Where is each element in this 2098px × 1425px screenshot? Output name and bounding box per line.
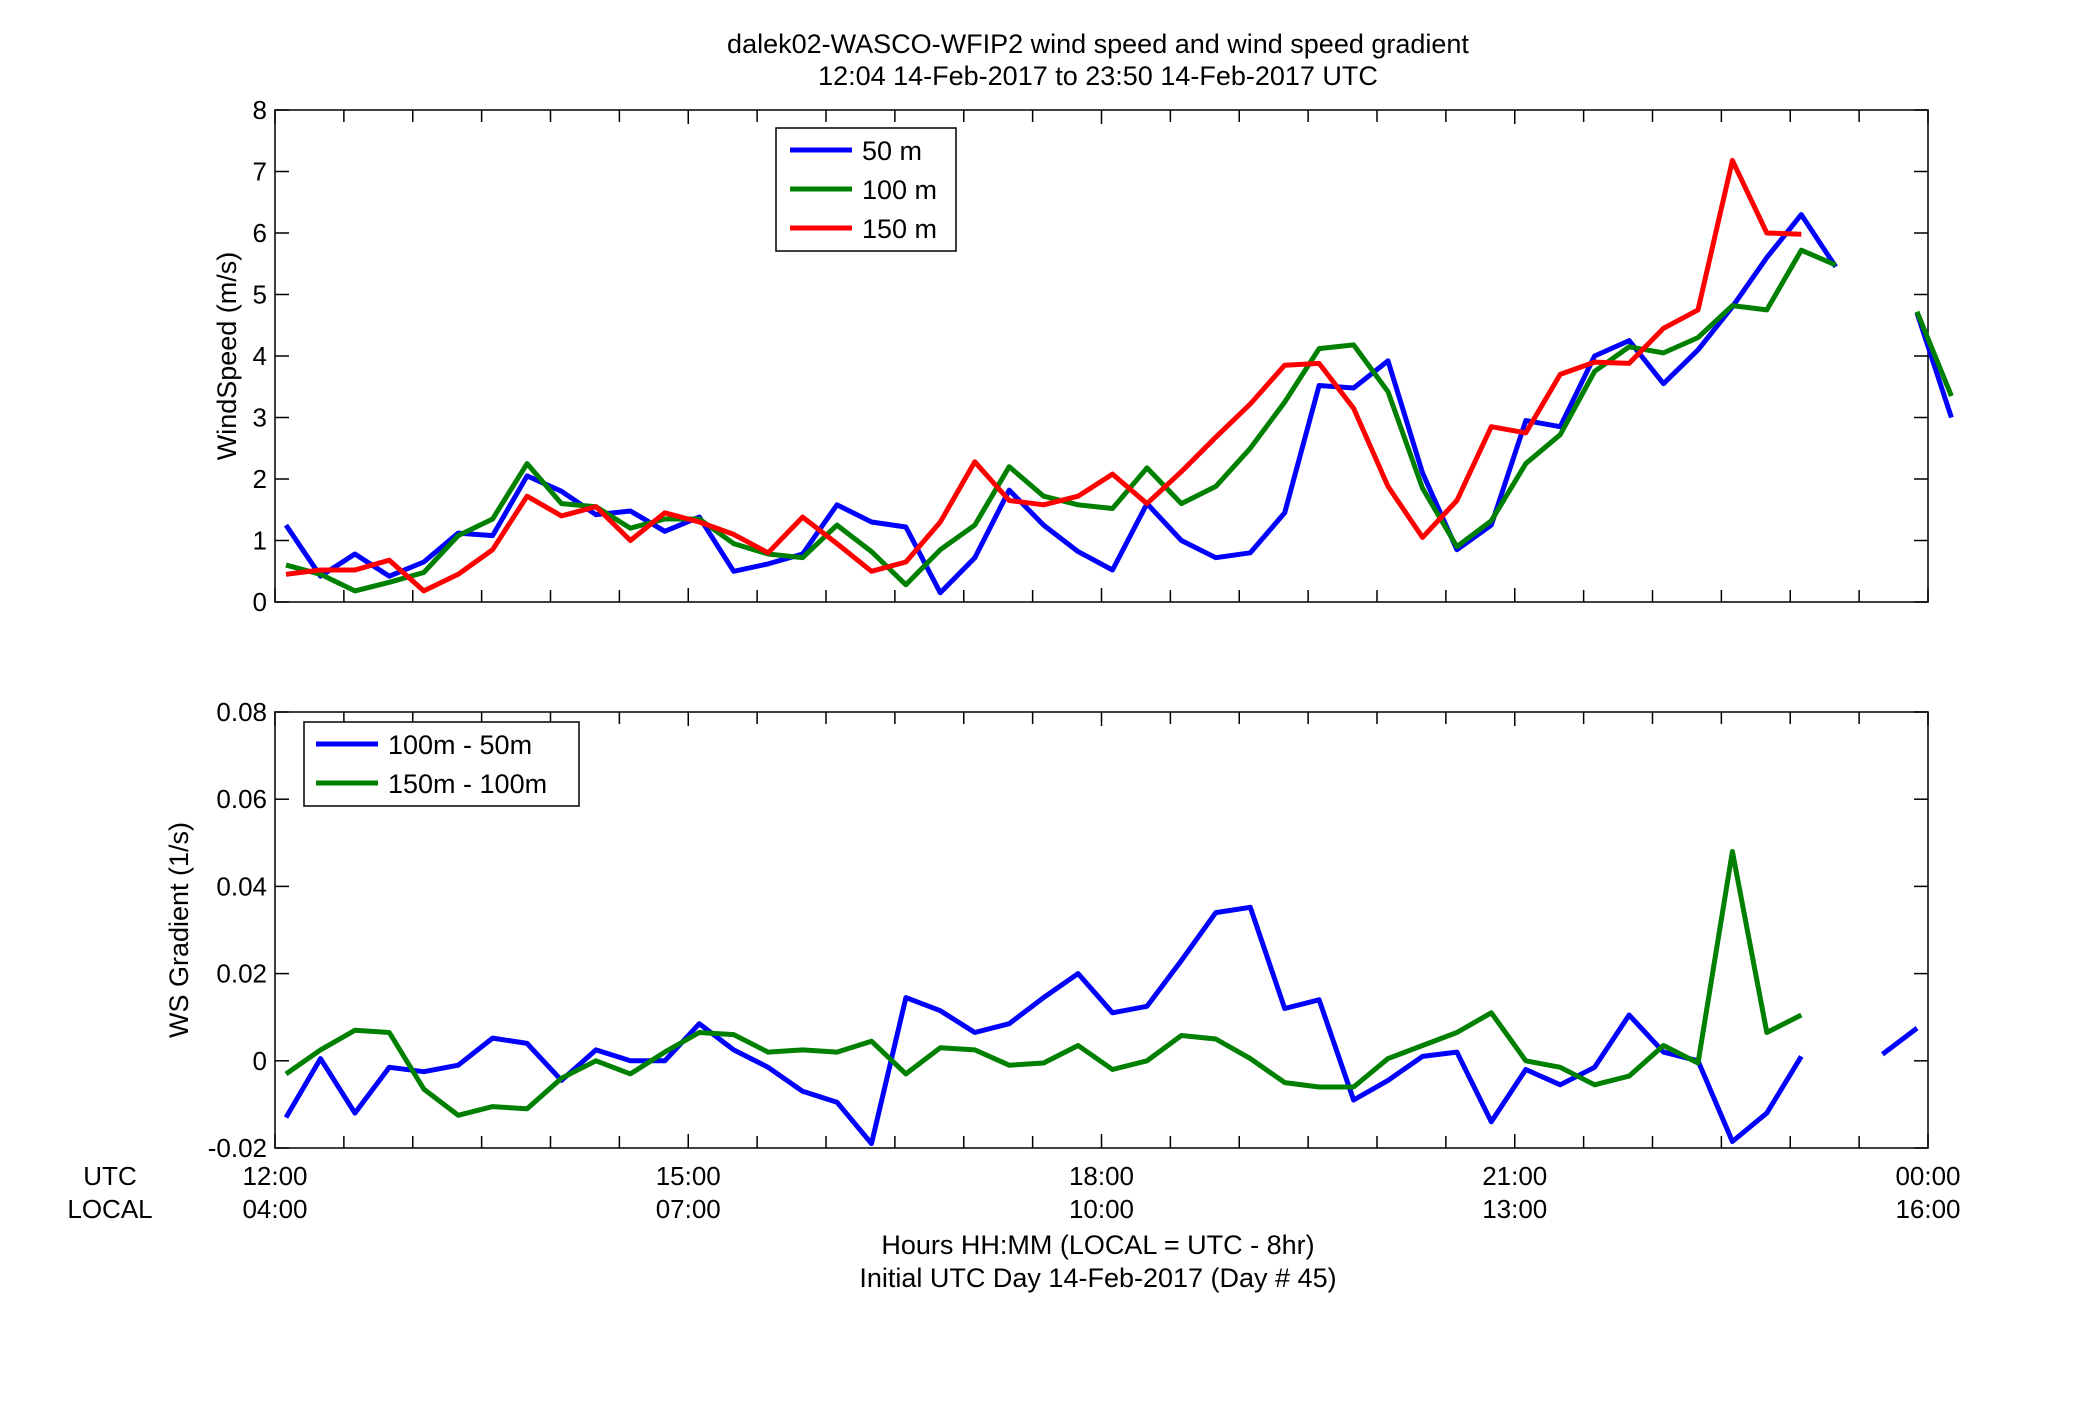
wind-speed-ytick-label: 4 xyxy=(253,341,267,371)
wind-speed-legend-label: 100 m xyxy=(862,175,937,205)
local-tick-label: 13:00 xyxy=(1482,1194,1547,1224)
local-tick-label: 04:00 xyxy=(242,1194,307,1224)
wind-speed-series-150-m xyxy=(285,157,1802,594)
gradient-ytick-label: 0 xyxy=(253,1046,267,1076)
gradient-ylabel: WS Gradient (1/s) xyxy=(164,822,194,1038)
wind-speed-ytick-label: 0 xyxy=(253,587,267,617)
wind-speed-ytick-label: 8 xyxy=(253,95,267,125)
wind-speed-ytick-label: 6 xyxy=(253,218,267,248)
gradient-ytick-label: -0.02 xyxy=(208,1133,267,1163)
wind-speed-ylabel: WindSpeed (m/s) xyxy=(212,252,242,461)
local-row-label: LOCAL xyxy=(67,1194,152,1224)
gradient-legend: 100m - 50m 150m - 100m xyxy=(303,721,580,807)
wind-speed-ytick-label: 3 xyxy=(253,403,267,433)
utc-tick-label: 15:00 xyxy=(656,1161,721,1191)
wind-speed-ytick-label: 1 xyxy=(253,526,267,556)
local-tick-label: 10:00 xyxy=(1069,1194,1134,1224)
local-tick-label: 07:00 xyxy=(656,1194,721,1224)
utc-tick-label: 21:00 xyxy=(1482,1161,1547,1191)
wind-speed-legend-label: 150 m xyxy=(862,214,937,244)
xlabel-line-1: Hours HH:MM (LOCAL = UTC - 8hr) xyxy=(881,1230,1314,1260)
chart-title-line-2: 12:04 14-Feb-2017 to 23:50 14-Feb-2017 U… xyxy=(818,61,1378,91)
gradient-legend-label: 100m - 50m xyxy=(388,730,532,760)
gradient-ytick-label: 0.02 xyxy=(216,959,267,989)
wind-speed-legend: 50 m 100 m 150 m xyxy=(775,127,957,252)
chart-title-line-1: dalek02-WASCO-WFIP2 wind speed and wind … xyxy=(727,29,1469,59)
gradient-legend-label: 150m - 100m xyxy=(388,769,547,799)
gradient-series-100m-50m xyxy=(283,904,1919,1147)
xlabel-line-2: Initial UTC Day 14-Feb-2017 (Day # 45) xyxy=(859,1263,1336,1293)
gradient-ytick-label: 0.04 xyxy=(216,871,267,901)
local-tick-label: 16:00 xyxy=(1895,1194,1960,1224)
wind-speed-plot-frame xyxy=(274,109,1929,603)
gradient-series-150m-100m xyxy=(284,849,1803,1118)
gradient-ytick-label: 0.08 xyxy=(216,697,267,727)
utc-tick-label: 18:00 xyxy=(1069,1161,1134,1191)
utc-row-label: UTC xyxy=(83,1161,136,1191)
wind-speed-ytick-label: 7 xyxy=(253,157,267,187)
utc-tick-label: 00:00 xyxy=(1895,1161,1960,1191)
utc-tick-label: 12:00 xyxy=(242,1161,307,1191)
wind-speed-legend-label: 50 m xyxy=(862,136,922,166)
wind-speed-panel: 0 1 2 3 4 5 6 7 8 WindSpeed (m/s) 50 m 100 m 150 m xyxy=(212,95,1954,617)
wind-speed-ytick-label: 2 xyxy=(253,464,267,494)
gradient-legend-box xyxy=(303,721,580,807)
wind-speed-ytick-label: 5 xyxy=(253,280,267,310)
gradient-panel: -0.02 0 0.02 0.04 0.06 0.08 WS Gradient (1/s)… xyxy=(164,697,1929,1163)
gradient-ytick-label: 0.06 xyxy=(216,784,267,814)
